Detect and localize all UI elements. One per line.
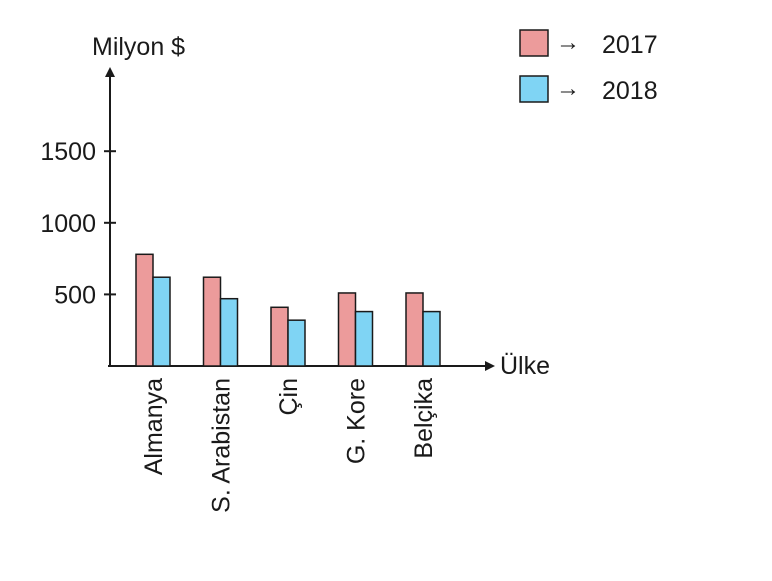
legend-swatch-2018 [519,75,549,103]
legend: → 2017 → 2018 [519,29,658,105]
y-tick-label: 1000 [40,210,96,238]
legend-arrow: → [556,75,580,102]
category-label: G. Kore [343,378,371,464]
legend-label-2017: 2017 [602,31,658,59]
category-label: S. Arabistan [208,378,236,513]
legend-swatch-2017 [519,29,549,57]
bar-2017 [135,253,154,367]
category-label: Almanya [140,378,168,475]
y-tick-label: 1500 [40,138,96,166]
bar-2018 [152,276,171,367]
category-label: Belçika [410,378,438,459]
y-ticks: 500 1000 1500 [40,138,116,309]
bar-2018 [354,310,374,367]
legend-arrow: → [556,29,580,56]
bar-2017 [405,292,424,367]
bar-2017 [202,276,222,367]
bar-2018 [219,297,239,367]
category-labels: Almanya S. Arabistan Çin G. Kore Belçika [140,378,438,513]
category-label: Çin [275,378,303,416]
y-axis-title: Milyon $ [92,33,185,61]
y-tick-label: 500 [54,281,96,309]
x-axis-title: Ülke [500,352,550,380]
bar-2017 [337,292,357,367]
bar-2018 [287,319,306,367]
bar-2017 [270,306,289,367]
legend-label-2018: 2018 [602,77,658,105]
bars [135,253,441,367]
bar-2018 [422,310,441,367]
